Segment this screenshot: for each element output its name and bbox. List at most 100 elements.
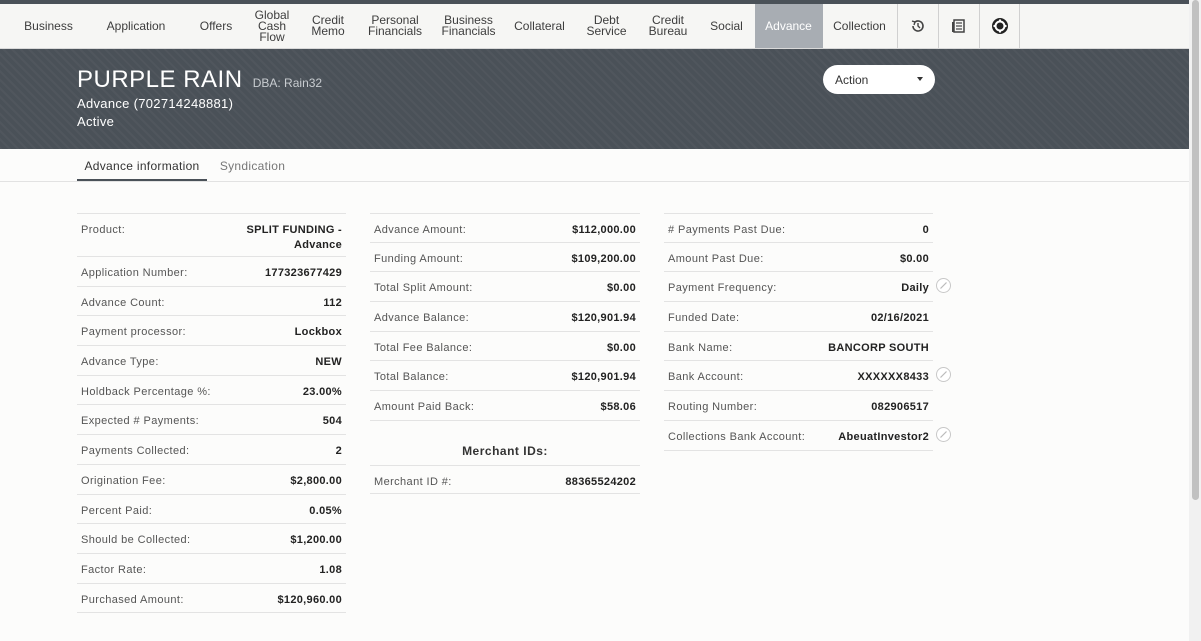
- field-row-payments-collected: Payments Collected: 2: [77, 435, 346, 465]
- field-row-holdback-percentage: Holdback Percentage %: 23.00%: [77, 376, 346, 406]
- nav-item-collateral[interactable]: Collateral: [504, 4, 576, 48]
- edit-button[interactable]: [936, 367, 951, 383]
- nav-item-label: Credit Memo: [311, 13, 345, 38]
- field-row-amount-paid-back: Amount Paid Back: $58.06: [370, 391, 640, 421]
- action-dropdown[interactable]: Action: [823, 65, 935, 94]
- nav-item-credit-bureau[interactable]: Credit Bureau: [638, 4, 699, 48]
- history-icon: [911, 20, 924, 32]
- record-header: PURPLE RAIN DBA: Rain32 Advance (7027142…: [0, 49, 1189, 149]
- field-label: Amount Past Due:: [668, 252, 764, 265]
- field-value: Daily: [901, 282, 929, 295]
- field-value: 2: [335, 445, 342, 458]
- field-label: Routing Number:: [668, 401, 758, 414]
- field-row-payment-processor: Payment processor: Lockbox: [77, 316, 346, 347]
- field-row-advance-amount: Advance Amount: $112,000.00: [370, 213, 640, 243]
- field-value: $0.00: [606, 341, 636, 354]
- field-value: $1,200.00: [290, 534, 342, 547]
- field-row-expected-payments: Expected # Payments: 504: [77, 405, 346, 436]
- field-row-purchased-amount: Purchased Amount: $120,960.00: [77, 584, 346, 614]
- top-border: [0, 0, 1189, 4]
- field-value: 504: [322, 415, 342, 428]
- nav-item-label: Debt Service: [586, 13, 627, 38]
- advance-id: Advance (702714248881): [77, 96, 234, 111]
- nav-item-application[interactable]: Application: [85, 4, 188, 48]
- field-label: Origination Fee:: [81, 474, 166, 487]
- field-value: 02/16/2021: [870, 312, 929, 325]
- nav-item-global-cash-flow[interactable]: Global Cash Flow: [245, 4, 300, 48]
- tab-syndication[interactable]: Syndication: [219, 159, 286, 173]
- field-label: Percent Paid:: [81, 504, 153, 517]
- field-row-advance-balance: Advance Balance: $120,901.94: [370, 302, 640, 332]
- field-value: 0: [922, 224, 929, 236]
- field-value: 1.08: [319, 563, 342, 576]
- field-label: Should be Collected:: [81, 534, 191, 547]
- merchant-id-row: Merchant ID #: 88365524202: [370, 466, 640, 494]
- settings-button[interactable]: [979, 4, 1020, 48]
- nav-item-collection[interactable]: Collection: [823, 4, 897, 48]
- edit-button[interactable]: [936, 426, 951, 442]
- history-button[interactable]: [897, 4, 938, 48]
- balances-column: Advance Amount: $112,000.00 Funding Amount…: [370, 213, 640, 494]
- field-row-total-split-amount: Total Split Amount: $0.00: [370, 272, 640, 303]
- field-value: 112: [323, 296, 342, 309]
- advance-details-column: Product: SPLIT FUNDING - Advance Applicati…: [77, 213, 346, 614]
- nav-item-business-financials[interactable]: Business Financials: [434, 4, 504, 48]
- field-label: Advance Amount:: [374, 224, 467, 236]
- field-label: Advance Count:: [81, 296, 165, 309]
- field-label: Total Balance:: [374, 371, 449, 384]
- field-row-percent-paid: Percent Paid: 0.05%: [77, 495, 346, 525]
- nav-item-debt-service[interactable]: Debt Service: [576, 4, 638, 48]
- tab-bar: Advance information Syndication: [0, 149, 1189, 182]
- field-row-funded-date: Funded Date: 02/16/2021: [664, 302, 933, 332]
- field-value: BANCORP SOUTH: [828, 341, 929, 354]
- field-row-product: Product: SPLIT FUNDING - Advance: [77, 213, 346, 257]
- settings-icon: [991, 18, 1008, 34]
- field-label: Total Fee Balance:: [374, 341, 473, 354]
- field-row-should-be-collected: Should be Collected: $1,200.00: [77, 524, 346, 554]
- field-label: Purchased Amount:: [81, 593, 184, 606]
- tab-advance-information[interactable]: Advance information: [77, 149, 207, 181]
- pencil-icon: [940, 430, 947, 438]
- field-label: Factor Rate:: [81, 563, 147, 576]
- nav-item-business[interactable]: Business: [13, 4, 85, 48]
- record-title: PURPLE RAIN DBA: Rain32: [77, 66, 322, 94]
- field-value: 177323677429: [264, 267, 342, 279]
- field-label: Holdback Percentage %:: [81, 385, 211, 398]
- nav-item-label: Collection: [833, 18, 886, 33]
- field-label: Product:: [81, 224, 126, 236]
- nav-item-label: Collateral: [514, 18, 565, 33]
- field-label: Bank Name:: [668, 341, 733, 354]
- nav-item-credit-memo[interactable]: Credit Memo: [300, 4, 357, 48]
- field-label: Bank Account:: [668, 371, 744, 384]
- nav-item-label: Global Cash Flow: [254, 7, 290, 44]
- edit-button[interactable]: [936, 278, 951, 294]
- field-value: $58.06: [600, 401, 636, 414]
- ledger-icon: [952, 19, 965, 33]
- field-row-bank-account: Bank Account: XXXXXX8433: [664, 361, 951, 392]
- field-value: $109,200.00: [571, 252, 636, 265]
- field-value: $120,901.94: [571, 312, 636, 325]
- field-label: Advance Type:: [81, 356, 159, 369]
- dba-name: DBA: Rain32: [252, 76, 323, 90]
- field-value: $0.00: [899, 252, 929, 265]
- field-label: # Payments Past Due:: [668, 224, 786, 236]
- nav-item-offers[interactable]: Offers: [188, 4, 245, 48]
- field-value: $112,000.00: [572, 224, 636, 236]
- field-value: $120,960.00: [277, 593, 342, 606]
- field-row-application-number: Application Number: 177323677429: [77, 257, 346, 287]
- field-value: 082906517: [871, 401, 929, 414]
- nav-item-advance[interactable]: Advance: [755, 4, 823, 48]
- merchant-id-value: 88365524202: [565, 475, 636, 488]
- scrollbar-thumb[interactable]: [1192, 0, 1199, 500]
- field-label: Payments Collected:: [81, 445, 190, 458]
- nav-item-label: Advance: [765, 18, 812, 33]
- field-value: SPLIT FUNDING - Advance: [246, 224, 342, 251]
- pencil-icon: [940, 282, 947, 290]
- nav-item-social[interactable]: Social: [699, 4, 755, 48]
- field-label: Collections Bank Account:: [668, 430, 806, 443]
- field-label: Merchant ID #:: [374, 475, 452, 488]
- field-value: $120,901.94: [571, 371, 636, 384]
- nav-item-personal-financials[interactable]: Personal Financials: [357, 4, 434, 48]
- ledger-button[interactable]: [938, 4, 979, 48]
- field-row-total-fee-balance: Total Fee Balance: $0.00: [370, 332, 640, 362]
